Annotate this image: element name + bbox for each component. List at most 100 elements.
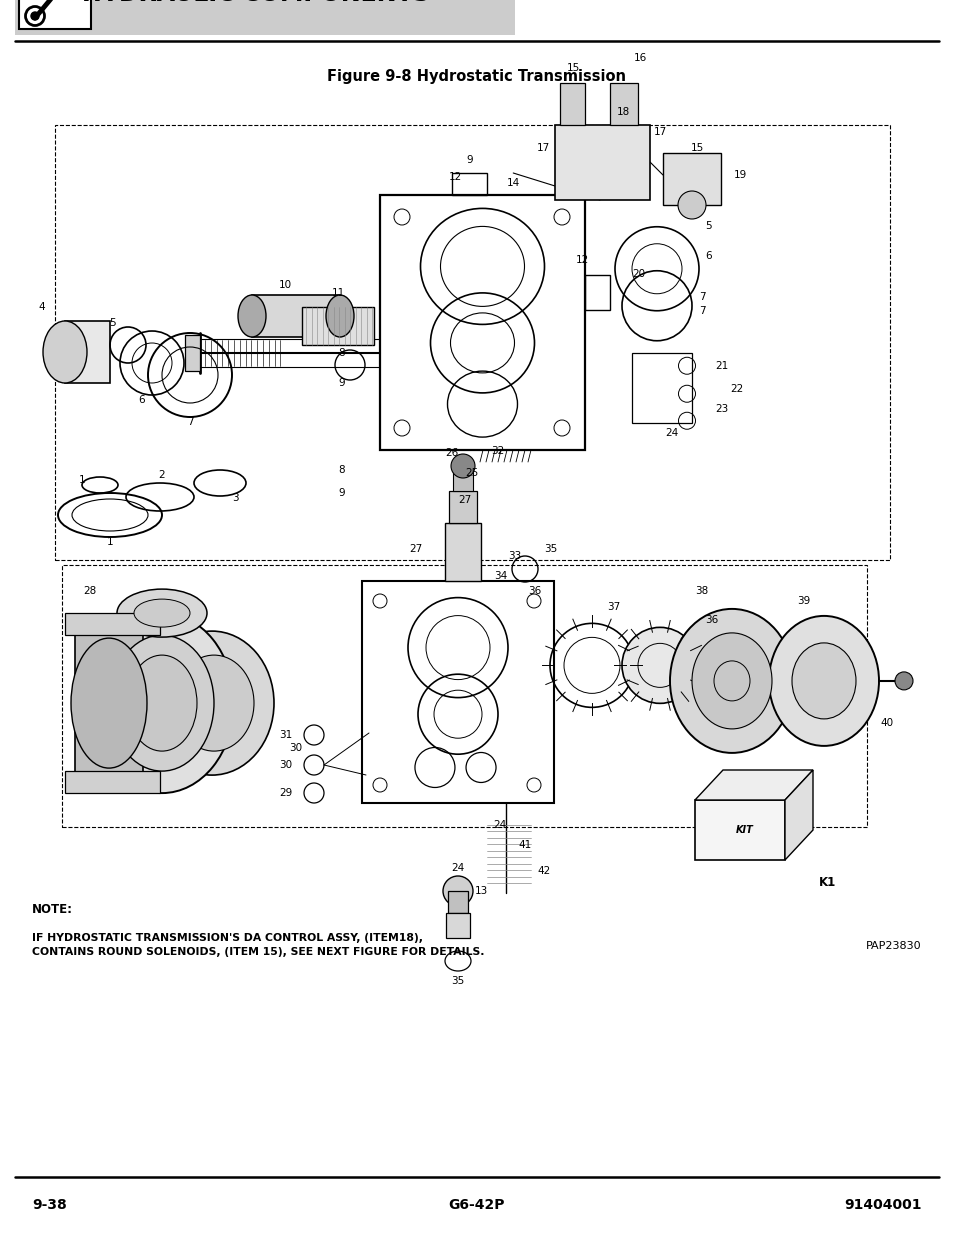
Text: 17: 17	[653, 127, 666, 137]
Ellipse shape	[678, 191, 705, 219]
Polygon shape	[784, 769, 812, 860]
Text: 22: 22	[730, 384, 742, 394]
Ellipse shape	[451, 454, 475, 478]
Ellipse shape	[110, 635, 213, 771]
Text: HYDRAULIC COMPONENTS: HYDRAULIC COMPONENTS	[82, 0, 430, 6]
Ellipse shape	[669, 609, 793, 753]
Text: 34: 34	[494, 571, 507, 580]
Text: 16: 16	[633, 53, 646, 63]
Text: 40: 40	[880, 718, 893, 727]
Bar	[15, 0, 515, 35]
Ellipse shape	[173, 655, 253, 751]
Text: 35: 35	[544, 543, 558, 555]
Text: 91404001: 91404001	[843, 1198, 921, 1212]
Text: 9: 9	[338, 378, 345, 388]
Ellipse shape	[71, 638, 147, 768]
Text: 32: 32	[491, 446, 504, 456]
Bar	[446, 913, 470, 939]
Bar	[452, 173, 486, 195]
Text: 9-38: 9-38	[32, 1198, 67, 1212]
Bar	[252, 295, 339, 337]
Bar	[75, 624, 143, 783]
Text: 26: 26	[445, 448, 458, 458]
Text: 36: 36	[528, 585, 541, 597]
Bar	[65, 321, 110, 383]
Text: 9: 9	[466, 156, 473, 165]
Text: 38: 38	[695, 585, 708, 597]
Text: IF HYDROSTATIC TRANSMISSION'S DA CONTROL ASSY, (ITEM18),
CONTAINS ROUND SOLENOID: IF HYDROSTATIC TRANSMISSION'S DA CONTROL…	[32, 932, 484, 957]
Bar	[555, 125, 649, 200]
Text: 23: 23	[715, 404, 728, 414]
Text: 12: 12	[575, 254, 588, 266]
Bar	[185, 335, 200, 370]
Text: 6: 6	[138, 395, 145, 405]
Text: 27: 27	[457, 495, 471, 505]
Text: 12: 12	[448, 172, 461, 182]
Text: 7: 7	[698, 291, 704, 301]
Text: 17: 17	[536, 143, 549, 153]
Ellipse shape	[90, 613, 233, 793]
Bar	[584, 274, 609, 310]
Bar	[449, 492, 476, 522]
Bar	[379, 195, 584, 450]
Text: PAP23830: PAP23830	[865, 941, 921, 951]
Text: 27: 27	[409, 543, 422, 555]
Text: 1: 1	[107, 537, 113, 547]
Ellipse shape	[768, 616, 878, 746]
Bar	[448, 890, 468, 913]
Ellipse shape	[791, 643, 855, 719]
Bar	[302, 308, 374, 345]
Text: 35: 35	[451, 976, 464, 986]
Text: 3: 3	[232, 493, 238, 503]
Ellipse shape	[621, 627, 698, 704]
Text: 7: 7	[698, 306, 704, 316]
Ellipse shape	[442, 876, 473, 906]
Text: 30: 30	[289, 743, 302, 753]
Text: 21: 21	[715, 361, 728, 370]
Text: NOTE:: NOTE:	[32, 903, 73, 916]
Ellipse shape	[133, 599, 190, 627]
Text: 15: 15	[566, 63, 579, 73]
Text: 31: 31	[279, 730, 293, 740]
Ellipse shape	[691, 632, 771, 729]
Text: 11: 11	[331, 288, 344, 298]
Text: 37: 37	[607, 603, 620, 613]
Text: 8: 8	[338, 466, 345, 475]
Bar	[55, 125, 889, 559]
Text: 9: 9	[338, 488, 345, 498]
Bar	[65, 613, 160, 635]
Text: Figure 9-8 Hydrostatic Transmission: Figure 9-8 Hydrostatic Transmission	[327, 69, 626, 84]
Text: 10: 10	[278, 280, 292, 290]
Ellipse shape	[150, 631, 274, 776]
Text: 24: 24	[664, 427, 678, 437]
Bar	[444, 522, 480, 580]
Text: 7: 7	[187, 417, 193, 427]
Text: 41: 41	[518, 840, 531, 850]
Text: 1: 1	[78, 475, 85, 485]
Text: 18: 18	[616, 107, 629, 117]
Text: 5: 5	[705, 221, 712, 231]
Text: 29: 29	[279, 788, 293, 798]
Polygon shape	[695, 769, 812, 800]
Text: 42: 42	[537, 866, 551, 876]
Bar	[609, 83, 638, 125]
Bar	[695, 800, 784, 860]
Text: 2: 2	[158, 471, 165, 480]
Ellipse shape	[117, 589, 207, 637]
Text: K1: K1	[818, 876, 835, 888]
Text: 24: 24	[451, 863, 464, 873]
Text: 24: 24	[493, 820, 506, 830]
Bar	[19, 0, 91, 28]
Ellipse shape	[237, 295, 266, 337]
Bar	[453, 469, 473, 492]
Bar	[65, 771, 160, 793]
Text: 36: 36	[704, 615, 718, 625]
Text: 30: 30	[279, 760, 293, 769]
Text: 15: 15	[690, 143, 703, 153]
Ellipse shape	[894, 672, 912, 690]
Bar	[559, 83, 584, 125]
Bar	[361, 580, 554, 803]
Ellipse shape	[43, 321, 87, 383]
Ellipse shape	[30, 12, 39, 20]
Text: 5: 5	[109, 317, 115, 329]
